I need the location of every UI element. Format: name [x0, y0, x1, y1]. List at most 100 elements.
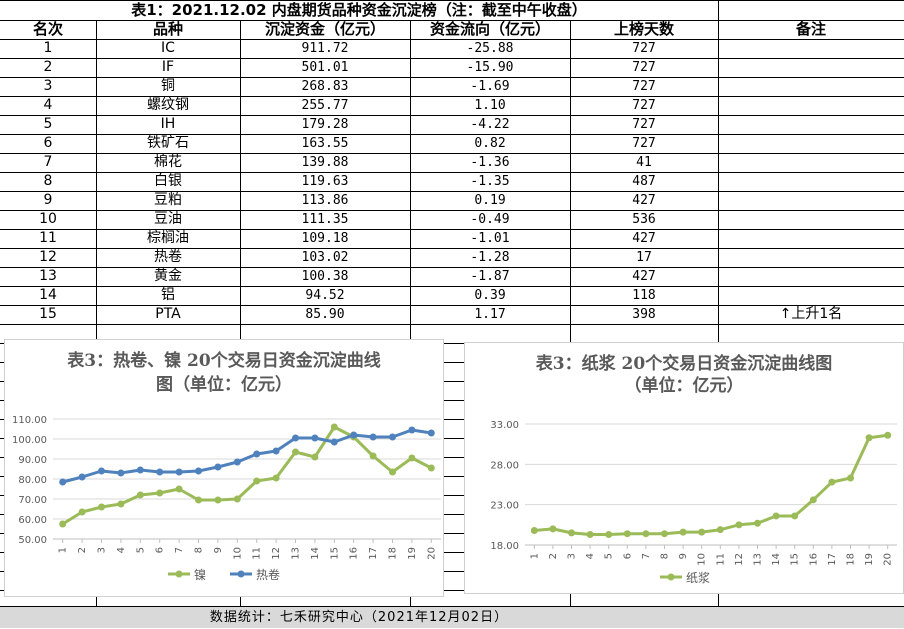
- cell-flow: -0.49: [470, 212, 510, 227]
- row-divider: [0, 58, 904, 59]
- data-point: [586, 531, 594, 539]
- cell-note: [718, 267, 904, 286]
- data-point: [117, 469, 125, 477]
- data-point: [233, 495, 241, 503]
- x-tick-label: 16: [349, 547, 360, 560]
- cell-days: 727: [632, 79, 656, 94]
- row-divider: [0, 39, 904, 40]
- chart-hot-rolled-nickel[interactable]: 表3：热卷、镍 20个交易日资金沉淀曲线 图（单位：亿元） 50.00 60.00…: [4, 339, 444, 597]
- cell-rank: 6: [43, 135, 53, 151]
- cell-note: [718, 77, 904, 96]
- cell-flow: -15.90: [466, 60, 514, 75]
- column-divider: [96, 20, 97, 628]
- cell-capital: 103.02: [301, 250, 349, 265]
- footer-source: 数据统计：七禾研究中心（2021年12月02日）: [209, 610, 509, 625]
- x-tick-label: 10: [697, 553, 708, 566]
- data-point: [98, 503, 105, 511]
- chart-pulp[interactable]: 表3：纸浆 20个交易日资金沉淀曲线图 （单位：亿元） 18.00 23.00 28…: [464, 342, 904, 594]
- x-tick-label: 7: [174, 547, 185, 553]
- x-tick-label: 3: [97, 547, 108, 553]
- data-point: [698, 528, 706, 536]
- data-point: [59, 520, 67, 528]
- x-tick-label: 19: [407, 547, 418, 560]
- data-point: [292, 434, 299, 442]
- column-divider: [570, 20, 571, 628]
- cell-note: [718, 134, 904, 153]
- data-point: [156, 468, 164, 476]
- cell-flow: -4.22: [470, 117, 510, 132]
- cell-name: 棉花: [154, 154, 182, 170]
- cell-days: 727: [632, 60, 656, 75]
- x-tick-label: 7: [641, 553, 652, 559]
- data-point: [78, 473, 86, 481]
- x-tick-label: 10: [232, 547, 243, 560]
- cell-days: 536: [632, 212, 656, 227]
- cell-rank: 14: [39, 287, 57, 303]
- x-tick-label: 4: [116, 547, 127, 553]
- data-point: [369, 433, 377, 441]
- data-point: [605, 531, 613, 539]
- row-divider: [0, 514, 904, 515]
- cell-capital: 85.90: [305, 307, 345, 322]
- cell-note: [718, 96, 904, 115]
- x-tick-label: 3: [567, 553, 578, 559]
- cell-capital: 179.28: [301, 117, 349, 132]
- cell-flow: -1.28: [470, 250, 510, 265]
- data-point: [214, 463, 222, 471]
- data-point: [389, 433, 396, 441]
- legend-label: 镍: [194, 568, 206, 582]
- cell-note: [718, 115, 904, 134]
- x-tick-label: 2: [77, 547, 88, 553]
- x-tick-label: 1: [58, 547, 69, 553]
- row-divider: [0, 115, 904, 116]
- row-divider: [0, 476, 904, 477]
- cell-rank: 8: [43, 173, 53, 189]
- x-tick-label: 14: [310, 547, 321, 560]
- y-tick-label: 90.00: [18, 455, 47, 466]
- cell-flow: 0.19: [474, 193, 506, 208]
- cell-flow: -1.87: [470, 269, 510, 284]
- header-days: 上榜天数: [613, 20, 674, 38]
- row-divider: [0, 229, 904, 230]
- x-tick-label: 20: [426, 547, 437, 560]
- x-tick-label: 12: [271, 547, 282, 560]
- row-divider: [0, 533, 904, 534]
- data-point: [716, 526, 724, 534]
- cell-name: 铜: [161, 78, 175, 94]
- header-rank: 名次: [32, 20, 63, 38]
- data-point: [292, 448, 299, 456]
- data-point: [233, 458, 241, 466]
- cell-flow: -1.01: [470, 231, 510, 246]
- row-divider: [0, 571, 904, 572]
- cell-name: 白银: [154, 173, 182, 189]
- row-divider: [0, 381, 904, 382]
- data-point: [772, 512, 780, 520]
- cell-note: [718, 286, 904, 305]
- y-tick-label: 110.00: [12, 415, 47, 426]
- row-divider: [0, 324, 904, 325]
- data-point: [136, 466, 144, 474]
- cell-flow: -1.69: [470, 79, 510, 94]
- cell-rank: 13: [39, 268, 57, 284]
- cell-days: 427: [632, 231, 656, 246]
- row-divider: [0, 457, 904, 458]
- data-point: [272, 447, 280, 455]
- cell-days: 487: [632, 174, 656, 189]
- cell-note: [718, 248, 904, 267]
- column-divider: [240, 20, 241, 628]
- row-divider: [0, 438, 904, 439]
- x-tick-label: 18: [388, 547, 399, 560]
- cell-name: 铝: [161, 287, 175, 303]
- x-tick-label: 17: [827, 553, 838, 566]
- cell-note: [718, 210, 904, 229]
- cell-flow: 1.17: [474, 307, 506, 322]
- data-point: [253, 450, 261, 458]
- x-tick-label: 6: [155, 547, 166, 553]
- x-tick-label: 13: [291, 547, 302, 560]
- x-tick-label: 2: [548, 553, 559, 559]
- data-point: [549, 525, 557, 533]
- cell-rank: 2: [43, 59, 53, 75]
- cell-rank: 15: [39, 306, 57, 322]
- row-divider: [0, 134, 904, 135]
- data-point: [175, 468, 183, 476]
